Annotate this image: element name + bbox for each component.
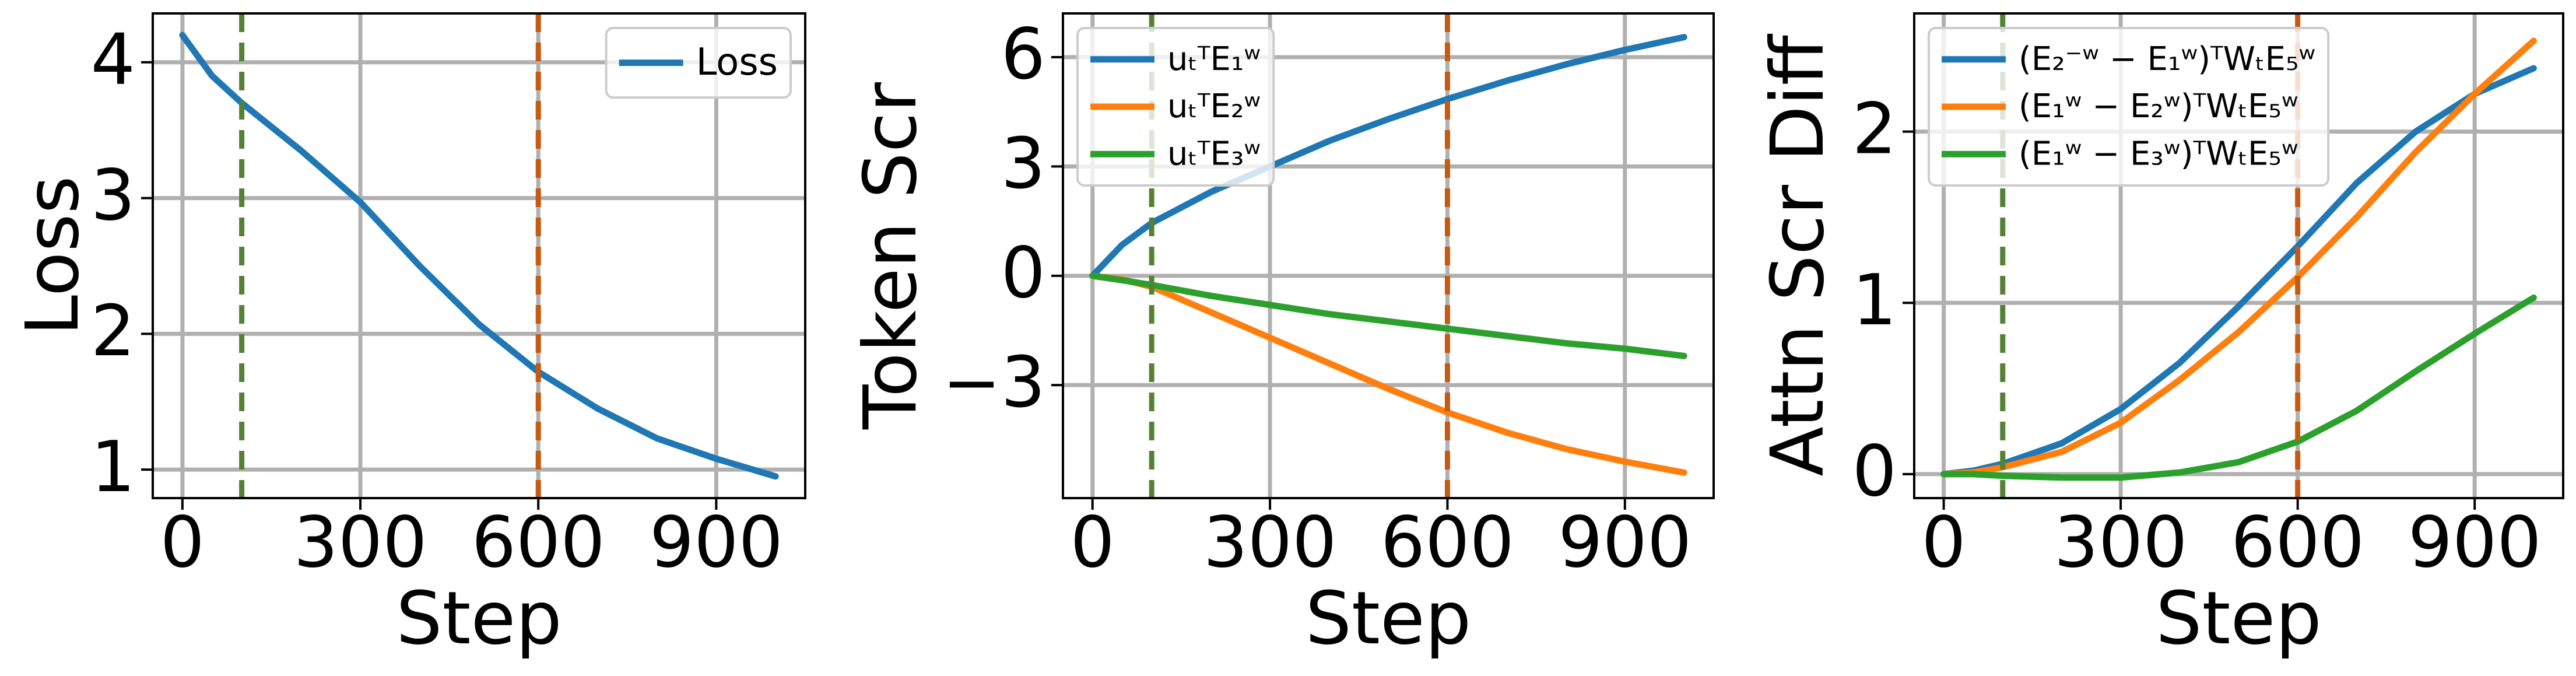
legend-label: Loss — [696, 41, 778, 84]
x-tick-label: 600 — [2231, 503, 2364, 584]
x-tick-label: 0 — [1921, 503, 1966, 584]
x-tick-label: 300 — [294, 503, 427, 584]
x-axis-label: Step — [2156, 576, 2322, 661]
legend-label: (E₂⁻ʷ − E₁ʷ)ᵀWₜE₅ʷ — [2019, 40, 2315, 78]
line-series — [1089, 272, 1687, 476]
subplot: 0 300 600 900 1 2 3 4 Step Loss Loss — [10, 12, 806, 661]
legend: Loss — [605, 27, 792, 99]
y-tick-label: 1 — [1852, 260, 1897, 341]
legend-label: uₜᵀE₃ʷ — [1167, 135, 1261, 173]
line-series — [1940, 37, 2537, 478]
legend-label: (E₁ʷ − E₃ʷ)ᵀWₜE₅ʷ — [2019, 135, 2298, 173]
y-tick-label: −3 — [942, 342, 1045, 423]
axes-frame — [1062, 12, 1715, 499]
y-tick-label: 2 — [1852, 89, 1897, 170]
y-axis-label: Attn Scr Diff — [1756, 33, 1840, 476]
line-series — [1089, 272, 1687, 359]
x-tick-label: 900 — [650, 503, 783, 584]
x-tick-label: 0 — [1071, 503, 1115, 584]
x-axis-label: Step — [1305, 576, 1472, 661]
line-series — [1089, 34, 1687, 279]
y-tick-label: 2 — [91, 291, 135, 372]
legend: (E₂⁻ʷ − E₁ʷ)ᵀWₜE₅ʷ (E₁ʷ − E₂ʷ)ᵀWₜE₅ʷ (E₁ʷ … — [1928, 27, 2330, 187]
x-tick-label: 300 — [2054, 503, 2188, 584]
line-series — [1940, 294, 2537, 481]
y-tick-label: 3 — [91, 155, 135, 236]
x-tick-label: 600 — [1381, 503, 1514, 584]
axes-frame — [152, 12, 806, 499]
line-series — [179, 31, 779, 480]
y-axis-label: Loss — [10, 176, 95, 335]
axes-frame — [1913, 12, 2564, 499]
legend: uₜᵀE₁ʷ uₜᵀE₂ʷ uₜᵀE₃ʷ — [1076, 27, 1275, 187]
y-tick-label: 3 — [1001, 124, 1045, 205]
legend-box — [605, 27, 792, 99]
x-axis-label: Step — [396, 576, 562, 661]
y-tick-label: 0 — [1852, 432, 1897, 513]
x-tick-label: 600 — [472, 503, 605, 584]
legend-label: uₜᵀE₁ʷ — [1167, 40, 1261, 78]
subplot: 0 300 600 900 0 1 2 Step Attn Scr Diff (E₂⁻ʷ − E₁… — [1756, 12, 2564, 661]
subplot: 0 300 600 900 −3 0 3 6 Step Token Scr uₜᵀE₁ʷ uₜᵀE₂ʷ… — [848, 12, 1715, 661]
y-axis-label: Token Scr — [848, 82, 933, 429]
y-tick-label: 1 — [91, 427, 135, 508]
legend-box — [1928, 27, 2330, 187]
y-tick-label: 4 — [91, 20, 135, 101]
y-tick-label: 0 — [1001, 233, 1045, 314]
legend-label: (E₁ʷ − E₂ʷ)ᵀWₜE₅ʷ — [2019, 87, 2298, 125]
x-tick-label: 300 — [1203, 503, 1337, 584]
legend-box — [1076, 27, 1275, 187]
x-tick-label: 0 — [160, 503, 205, 584]
y-tick-label: 6 — [1001, 15, 1045, 96]
legend-label: uₜᵀE₂ʷ — [1167, 87, 1261, 125]
x-tick-label: 900 — [1558, 503, 1691, 584]
x-tick-label: 900 — [2408, 503, 2542, 584]
